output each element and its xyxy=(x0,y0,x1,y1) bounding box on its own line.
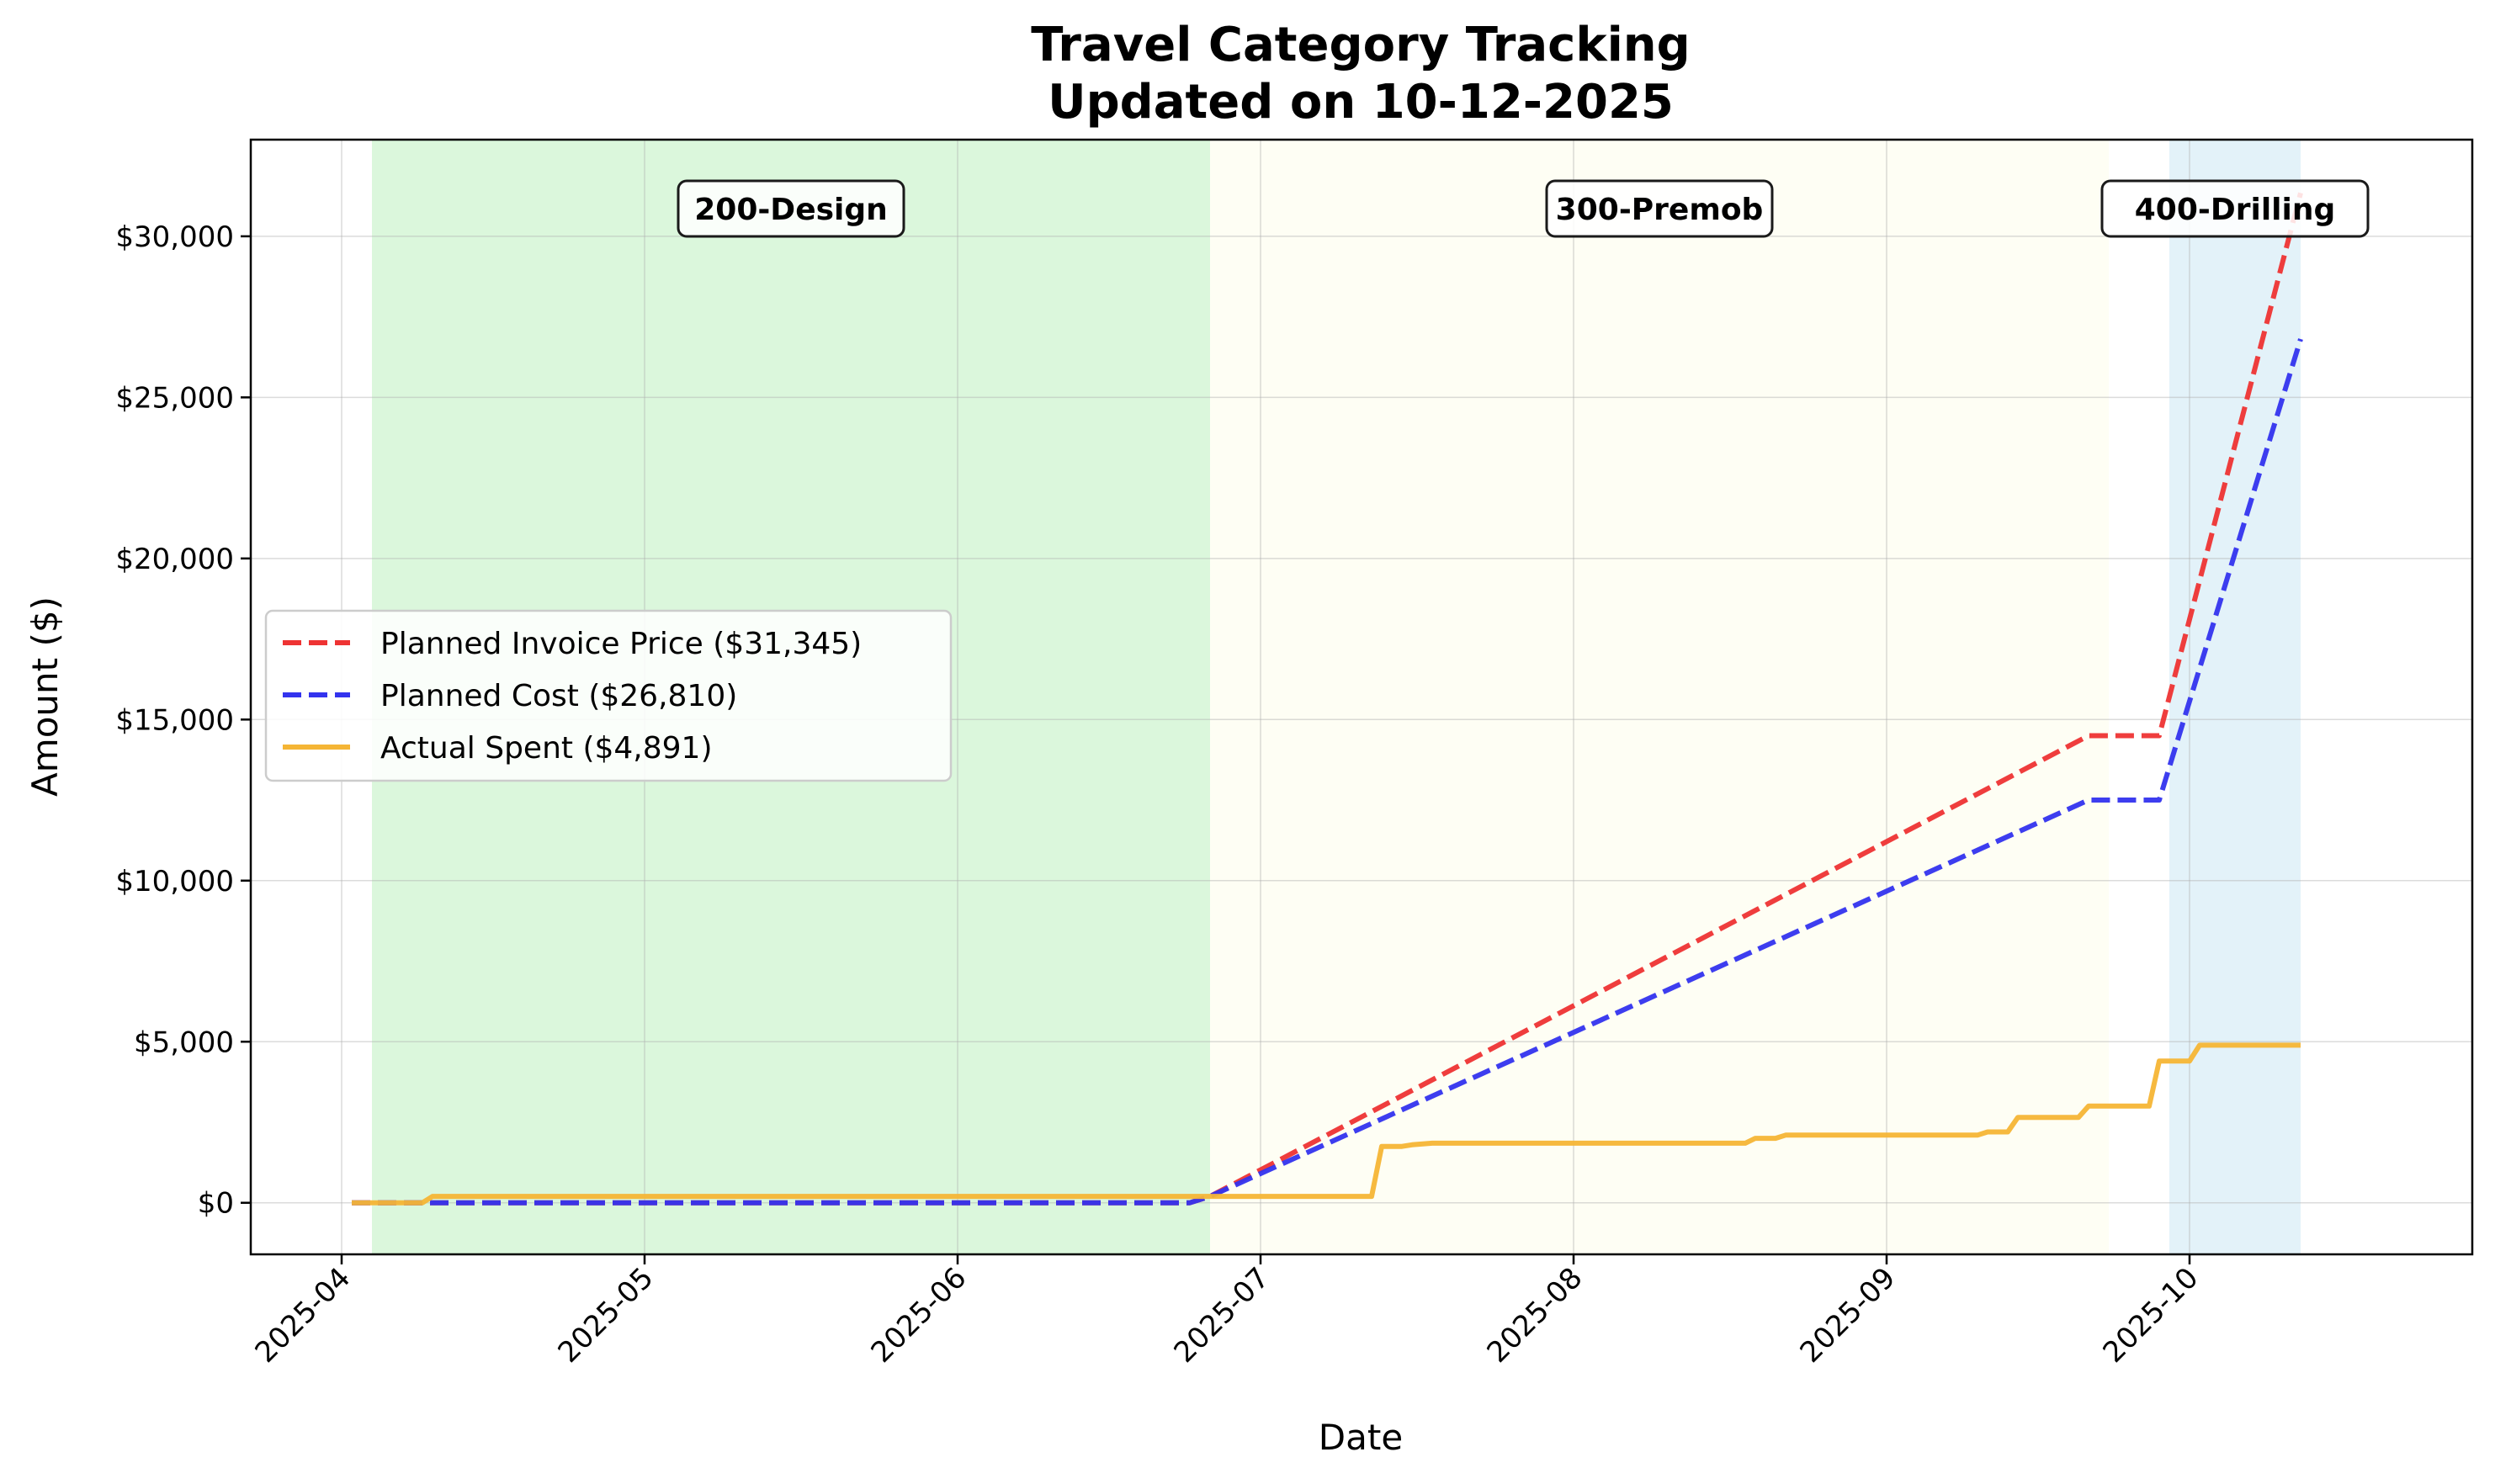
phase-label-box-2 xyxy=(2100,179,2370,238)
phase-label-0: 200-Design xyxy=(694,193,888,227)
y-tick-label-6: $30,000 xyxy=(115,220,234,254)
legend-label-1: Planned Cost ($26,810) xyxy=(380,679,737,713)
legend-box xyxy=(264,609,953,782)
phase-label-2: 400-Drilling xyxy=(2135,193,2335,227)
y-axis-ticks: $0 $5,000 $10,000 $15,000 $20,000 $25,000 $30,… xyxy=(115,220,251,1221)
phase-band-2 xyxy=(2169,140,2301,1254)
phase-label-box-1 xyxy=(1545,179,1774,238)
phase-band-1 xyxy=(1210,140,2109,1254)
y-tick-label-5: $25,000 xyxy=(115,381,234,415)
series-lines xyxy=(352,192,2303,1206)
x-axis-label: Date xyxy=(1319,1417,1403,1458)
legend-label-2: Actual Spent ($4,891) xyxy=(380,731,713,766)
y-tick-label-0: $0 xyxy=(198,1187,234,1221)
y-tick-label-1: $5,000 xyxy=(134,1026,234,1059)
y-axis-label: Amount ($) xyxy=(24,596,66,797)
series-line-0 xyxy=(352,192,2303,1206)
legend: Planned Invoice Price ($31,345) Planned C… xyxy=(264,609,953,782)
phase-label-box-0 xyxy=(677,179,905,238)
chart-title: Travel Category Tracking xyxy=(1031,18,1690,72)
y-tick-label-3: $15,000 xyxy=(115,703,234,737)
series-line-2 xyxy=(352,1042,2301,1206)
plot-frame xyxy=(249,138,2474,1256)
phase-labels: 200-Design 300-Premob 400-Drilling xyxy=(677,179,2370,238)
y-tick-label-2: $10,000 xyxy=(115,865,234,898)
phase-label-1: 300-Premob xyxy=(1556,193,1764,227)
y-tick-label-4: $20,000 xyxy=(115,543,234,576)
legend-label-0: Planned Invoice Price ($31,345) xyxy=(380,627,862,661)
series-line-1 xyxy=(352,338,2303,1206)
chart-subtitle: Updated on 10-12-2025 xyxy=(1048,75,1674,130)
